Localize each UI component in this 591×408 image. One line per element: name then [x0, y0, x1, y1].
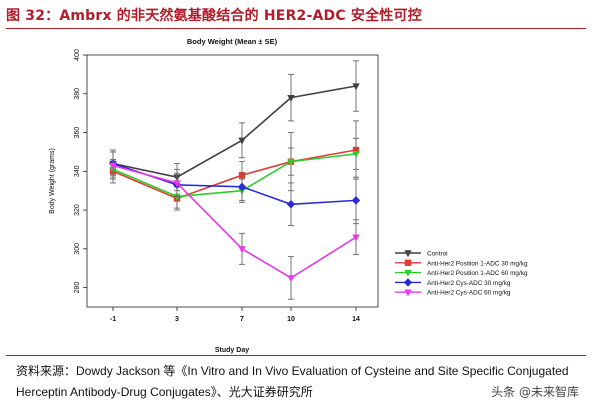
data-point [352, 151, 360, 159]
y-tick-label: 300 [74, 243, 81, 255]
legend-marker [404, 289, 412, 297]
series-line [112, 164, 357, 279]
x-tick-label: 3 [175, 316, 179, 323]
chart-area: Body Weight (Mean ± SE) Body Weight (gra… [0, 30, 591, 355]
data-point [173, 193, 181, 201]
data-point [287, 158, 295, 166]
watermark: 头条 @未来智库 [489, 383, 581, 400]
legend-label: Control [427, 251, 448, 258]
source-text: Dowdy Jackson 等《In Vitro and In Vivo Eva… [16, 364, 569, 399]
y-tick-label: 320 [74, 204, 81, 216]
legend-marker [404, 250, 412, 258]
data-point [351, 196, 361, 205]
chart-legend: Control Anti-Her2 Position 1-ADC 30 mg/kg… [395, 250, 528, 297]
x-tick-label: 14 [352, 316, 360, 323]
chart-axes: 280 300 320 340 360 380 400 -1 3 7 10 14 [74, 49, 379, 323]
series-4 [108, 151, 361, 227]
data-point [286, 200, 296, 209]
y-tick-label: 340 [74, 165, 81, 177]
y-tick-label: 400 [74, 49, 81, 61]
series-2 [109, 120, 360, 211]
figure-title: 图 32：Ambrx 的非天然氨基酸结合的 HER2-ADC 安全性可控 [6, 8, 422, 24]
series-line [112, 162, 357, 206]
source-note: 资料来源：Dowdy Jackson 等《In Vitro and In Viv… [16, 361, 576, 403]
legend-label: Anti-Her2 Position 1-ADC 60 mg/kg [427, 270, 528, 277]
data-point [238, 246, 246, 254]
x-tick-label: -1 [110, 316, 116, 323]
x-tick-label: 10 [287, 316, 295, 323]
series-5 [109, 151, 360, 300]
title-divider [6, 28, 586, 29]
data-point [287, 275, 295, 283]
y-tick-label: 360 [74, 127, 81, 139]
data-point [238, 137, 246, 145]
legend-marker [404, 269, 412, 277]
legend-label: Anti-Her2 Cys-ADC 30 mg/kg [427, 280, 511, 287]
legend-marker [404, 259, 412, 266]
legend-label: Anti-Her2 Position 1-ADC 30 mg/kg [427, 260, 528, 267]
source-label: 资料来源： [16, 364, 77, 378]
y-tick-label: 380 [74, 88, 81, 100]
data-point [237, 182, 247, 192]
series-line [112, 85, 357, 178]
data-point [287, 94, 295, 102]
plot-series [108, 60, 361, 300]
y-axis-label: Body Weight (grams) [49, 148, 56, 214]
data-point [352, 234, 360, 242]
series-1 [109, 60, 360, 192]
data-point [352, 83, 360, 91]
series-3 [109, 137, 360, 209]
legend-label: Anti-Her2 Cys-ADC 60 mg/kg [427, 290, 511, 297]
y-tick-label: 280 [74, 282, 81, 294]
body-weight-chart: Body Weight (Mean ± SE) Body Weight (gra… [49, 37, 528, 354]
data-point [173, 180, 181, 188]
source-divider [6, 355, 586, 356]
legend-marker [403, 278, 413, 287]
x-axis-label: Study Day [215, 347, 249, 354]
data-point [109, 162, 117, 170]
x-tick-label: 7 [240, 316, 244, 323]
plot-frame [86, 54, 379, 308]
chart-title: Body Weight (Mean ± SE) [187, 37, 278, 46]
